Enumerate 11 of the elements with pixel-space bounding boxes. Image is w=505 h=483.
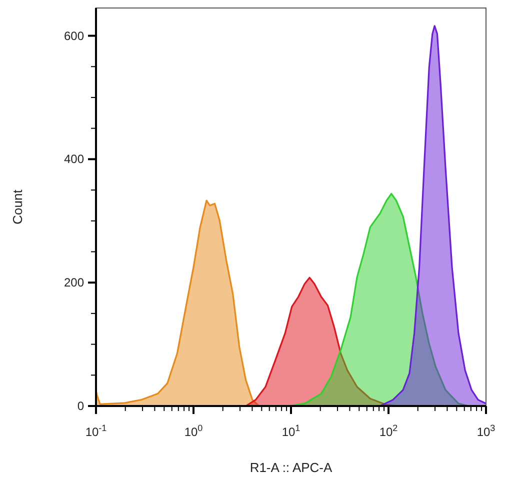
x-tick-label: 10$^{-1}$ [85, 423, 107, 439]
x-axis-title: R1-A :: APC-A [250, 460, 332, 475]
x-tick-label: 10$^{0}$ [184, 423, 203, 439]
y-axis-title: Count [10, 189, 25, 224]
y-tick-label: 600 [64, 28, 84, 43]
x-tick-label: 10$^{1}$ [282, 423, 300, 439]
y-tick-label: 0 [77, 399, 84, 413]
y-tick-label: 400 [64, 152, 84, 166]
y-tick-label: 200 [64, 276, 84, 290]
x-tick-label: 10$^{2}$ [379, 423, 398, 439]
x-tick-label: 10$^{3}$ [476, 423, 496, 439]
